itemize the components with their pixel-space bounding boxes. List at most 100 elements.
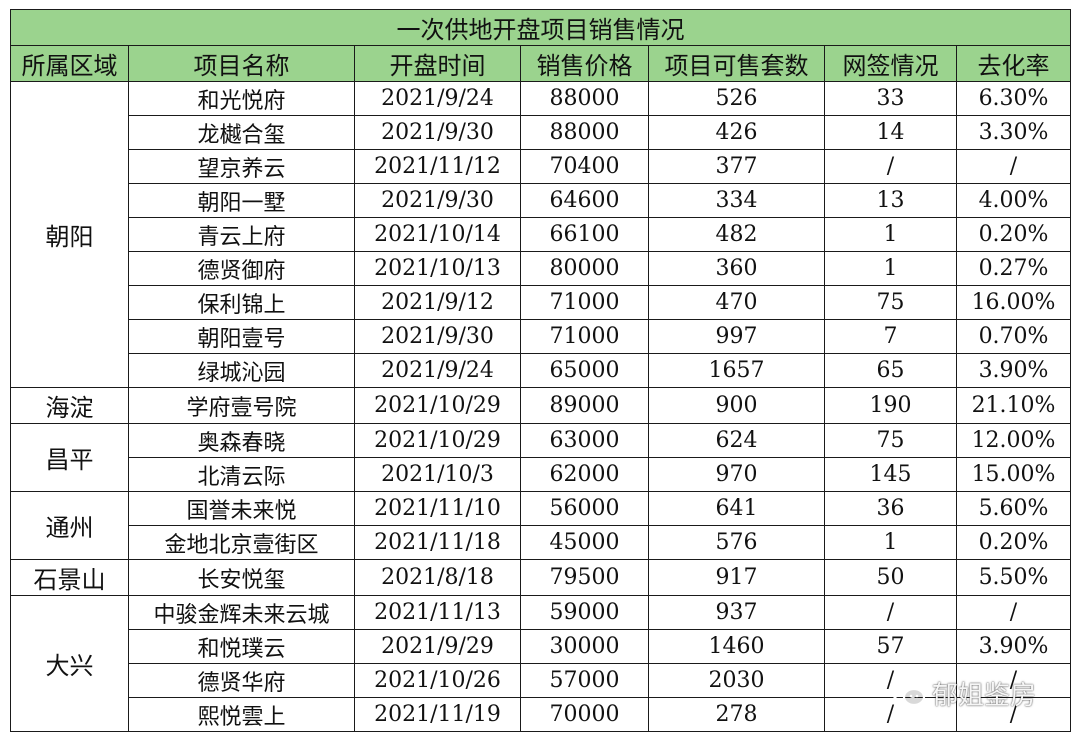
- open-date-cell: 2021/11/13: [354, 595, 521, 630]
- column-header: 项目可售套数: [648, 45, 825, 82]
- table-row: 通州 国誉未来悦 2021/11/10 56000 641 36 5.60%: [10, 491, 1072, 560]
- units-cell: 360: [648, 251, 825, 286]
- table-row: 昌平 奥森春晓 2021/10/29 63000 624 75 12.00%: [10, 423, 1072, 492]
- rate-cell: 21.10%: [955, 387, 1072, 424]
- header-row: 所属区域 项目名称 开盘时间 销售价格 项目可售套数 网签情况 去化率: [10, 45, 1072, 82]
- price-cell: 64600: [520, 183, 649, 218]
- signed-cell: 14: [824, 115, 957, 150]
- rate-cell: 15.00%: [955, 457, 1072, 492]
- units-cell: 997: [648, 319, 825, 354]
- price-cell: 66100: [520, 217, 649, 252]
- signed-cell: 145: [824, 457, 957, 492]
- rate-cell: 5.50%: [955, 559, 1072, 596]
- column-header: 开盘时间: [354, 45, 521, 82]
- table-row: 德贤御府 2021/10/13 80000 360 1 0.27%: [11, 251, 1072, 286]
- open-date-cell: 2021/10/29: [354, 423, 521, 458]
- table-row: 熙悦雲上 2021/11/19 70000 278//: [11, 697, 1072, 732]
- column-header: 项目名称: [128, 45, 355, 82]
- project-name-cell: 青云上府: [128, 217, 355, 252]
- signed-cell: 7: [824, 319, 957, 354]
- signed-cell: 36: [824, 491, 957, 526]
- table-row: 绿城沁园 2021/9/24 65000 1657 65 3.90%: [11, 353, 1072, 388]
- price-cell: 63000: [520, 423, 649, 458]
- rate-cell: 12.00%: [955, 423, 1072, 458]
- sales-table-container: 一次供地开盘项目销售情况 所属区域 项目名称 开盘时间 销售价格 项目可售套数 网签情况去…: [9, 9, 1072, 732]
- rate-cell: 3.30%: [955, 115, 1072, 150]
- units-cell: 334: [648, 183, 825, 218]
- table-body: 朝阳 和光悦府 2021/9/24 88000 526 33 6.30% 龙樾合玺 2021/9…: [10, 81, 1072, 732]
- project-name-cell: 朝阳一墅: [128, 183, 355, 218]
- project-name-cell: 德贤御府: [128, 251, 355, 286]
- signed-cell: 75: [824, 285, 957, 320]
- price-cell: 30000: [520, 629, 649, 664]
- units-cell: 624: [648, 423, 825, 458]
- project-name-cell: 长安悦玺: [128, 559, 355, 596]
- table-row: 朝阳壹号 2021/9/30 71000 997 7 0.70%: [11, 319, 1072, 354]
- rate-cell: /: [955, 663, 1072, 698]
- price-cell: 62000: [520, 457, 649, 492]
- units-cell: 970: [648, 457, 825, 492]
- project-name-cell: 国誉未来悦: [128, 491, 355, 526]
- region-cell: 通州: [10, 491, 129, 560]
- table-row: 和悦璞云 2021/9/29 30000 1460 57 3.90%: [11, 629, 1072, 664]
- open-date-cell: 2021/10/14: [354, 217, 521, 252]
- signed-cell: /: [824, 595, 957, 630]
- open-date-cell: 2021/10/26: [354, 663, 521, 698]
- open-date-cell: 2021/11/12: [354, 149, 521, 184]
- column-header: 所属区域: [10, 45, 129, 82]
- units-cell: 278: [648, 697, 825, 732]
- units-cell: 641: [648, 491, 825, 526]
- column-header: 网签情况: [824, 45, 957, 82]
- project-name-cell: 中骏金辉未来云城: [128, 595, 355, 630]
- price-cell: 88000: [520, 81, 649, 116]
- column-header: 去化率: [955, 45, 1072, 82]
- rate-cell: 6.30%: [955, 81, 1072, 116]
- signed-cell: /: [824, 697, 957, 732]
- region-cell: 石景山: [10, 559, 129, 596]
- units-cell: 526: [648, 81, 825, 116]
- price-cell: 71000: [520, 319, 649, 354]
- project-name-cell: 金地北京壹街区: [128, 525, 355, 560]
- signed-cell: 57: [824, 629, 957, 664]
- open-date-cell: 2021/9/30: [354, 319, 521, 354]
- signed-cell: 190: [824, 387, 957, 424]
- open-date-cell: 2021/10/29: [354, 387, 521, 424]
- project-name-cell: 北清云际: [128, 457, 355, 492]
- project-name-cell: 德贤华府: [128, 663, 355, 698]
- signed-cell: 33: [824, 81, 957, 116]
- price-cell: 56000: [520, 491, 649, 526]
- price-cell: 80000: [520, 251, 649, 286]
- wechat-icon: [890, 679, 926, 706]
- table-row: 龙樾合玺 2021/9/30 88000 426 14 3.30%: [11, 115, 1072, 150]
- open-date-cell: 2021/9/30: [354, 115, 521, 150]
- table-row: 金地北京壹街区 2021/11/18 45000 576 1 0.20%: [11, 525, 1072, 560]
- signed-cell: 65: [824, 353, 957, 388]
- units-cell: 470: [648, 285, 825, 320]
- open-date-cell: 2021/9/24: [354, 81, 521, 116]
- price-cell: 65000: [520, 353, 649, 388]
- rate-cell: /: [955, 595, 1072, 630]
- project-name-cell: 熙悦雲上: [128, 697, 355, 732]
- project-name-cell: 龙樾合玺: [128, 115, 355, 150]
- signed-cell: /: [824, 149, 957, 184]
- watermark-text: 郁姐鉴房: [932, 681, 1037, 711]
- table-row: 北清云际 2021/10/3 62000 970 145 15.00%: [11, 457, 1072, 492]
- units-cell: 937: [648, 595, 825, 630]
- units-cell: 917: [648, 559, 825, 596]
- table-row: 青云上府 2021/10/14 66100 482 1 0.20%: [11, 217, 1072, 252]
- region-cell: 昌平: [10, 423, 129, 492]
- open-date-cell: 2021/9/29: [354, 629, 521, 664]
- project-name-cell: 保利锦上: [128, 285, 355, 320]
- table-row: 望京养云 2021/11/12 70400 377//: [11, 149, 1072, 184]
- rate-cell: 4.00%: [955, 183, 1072, 218]
- price-cell: 57000: [520, 663, 649, 698]
- signed-cell: 75: [824, 423, 957, 458]
- project-name-cell: 学府壹号院: [128, 387, 355, 424]
- open-date-cell: 2021/11/18: [354, 525, 521, 560]
- signed-cell: 50: [824, 559, 957, 596]
- project-name-cell: 和光悦府: [128, 81, 355, 116]
- units-cell: 2030: [648, 663, 825, 698]
- region-cell: 大兴: [10, 595, 129, 732]
- rate-cell: /: [955, 149, 1072, 184]
- region-cell: 朝阳: [10, 81, 129, 388]
